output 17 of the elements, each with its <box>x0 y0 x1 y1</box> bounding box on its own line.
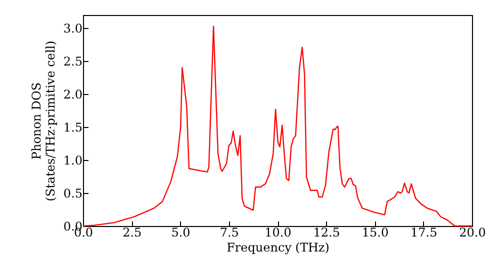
x-tick-label: 10.0 <box>264 226 292 240</box>
x-tick-label: 20.0 <box>459 226 486 240</box>
x-tick-label: 2.5 <box>122 226 142 240</box>
x-tick-label: 15.0 <box>362 226 389 240</box>
y-tick-label: 3.0 <box>63 22 82 36</box>
y-tick-label: 0.5 <box>63 186 82 201</box>
y-tick-label: 1.5 <box>63 120 82 135</box>
x-tick-label: 12.5 <box>313 226 340 240</box>
y-tick-label: 1.0 <box>63 154 82 168</box>
x-tick-label: 7.5 <box>220 226 239 240</box>
y-axis-title: Phonon DOS (States/THz·primitive cell) <box>29 40 58 202</box>
x-tick-label: 5.0 <box>171 226 190 240</box>
line-series <box>82 26 473 227</box>
y-tick-label: 2.0 <box>63 88 82 102</box>
x-axis-title: Frequency (THz) <box>226 240 330 254</box>
x-tick-label: 17.5 <box>410 226 438 240</box>
y-tick-label: 2.5 <box>63 54 82 69</box>
